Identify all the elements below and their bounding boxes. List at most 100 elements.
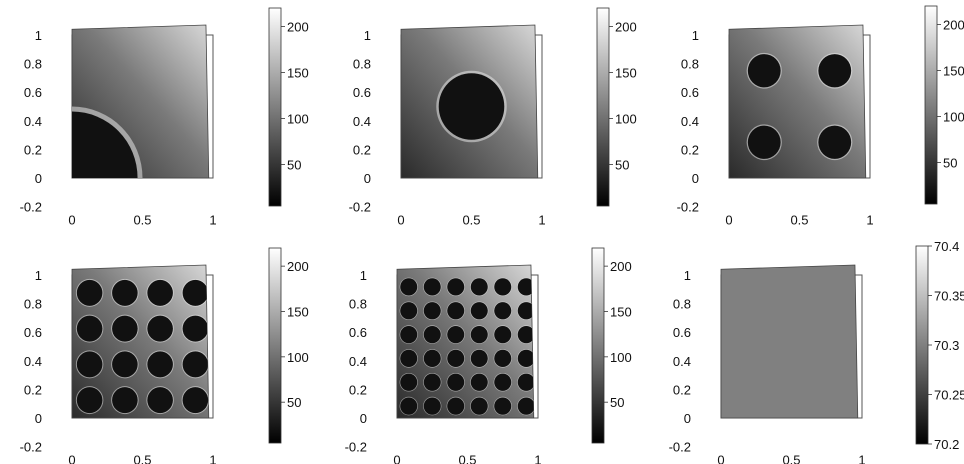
hole <box>517 373 534 391</box>
colorbar-tick-label: 150 <box>287 304 309 319</box>
x-tick-label: 0 <box>68 213 75 228</box>
x-tick-label: 0 <box>393 453 400 464</box>
x-tick-label: 1 <box>858 453 865 464</box>
y-tick-label: 0.8 <box>24 57 42 72</box>
hole <box>494 325 512 344</box>
hole <box>423 302 441 320</box>
hole <box>400 373 418 391</box>
hole <box>494 397 512 415</box>
colorbar-tick-label: 50 <box>610 395 624 410</box>
colorbar-tick-label: 100 <box>615 112 637 127</box>
hole <box>470 373 488 391</box>
hole <box>72 111 138 178</box>
hole <box>400 325 418 344</box>
colorbar-tick-label: 100 <box>610 350 632 365</box>
y-tick-label: 0.2 <box>24 142 42 157</box>
y-tick-label: 0.6 <box>24 325 42 340</box>
hole <box>517 325 534 344</box>
y-tick-label: -0.2 <box>345 440 367 455</box>
x-tick-label: 1 <box>209 453 216 464</box>
hole <box>470 397 488 415</box>
y-tick-label: 0 <box>364 171 371 186</box>
hole <box>517 278 534 296</box>
hole <box>423 278 441 296</box>
y-tick-label: -0.2 <box>349 200 371 215</box>
hole <box>423 349 441 368</box>
colorbar-tick-label: 50 <box>287 158 301 173</box>
deformed-domain <box>71 264 210 419</box>
y-tick-label: 0.4 <box>353 114 371 129</box>
hole <box>470 278 488 296</box>
colorbar <box>268 247 282 444</box>
colorbar-tick-label: 50 <box>287 395 301 410</box>
colorbar <box>268 7 282 207</box>
colorbar-tick-label: 200 <box>615 19 637 34</box>
y-tick-label: 0.6 <box>24 85 42 100</box>
y-tick-label: 1 <box>692 28 699 43</box>
y-tick-label: 0.4 <box>24 354 42 369</box>
hole <box>400 397 418 415</box>
x-tick-label: 0 <box>68 453 75 464</box>
hole <box>470 302 488 320</box>
hole <box>517 349 534 368</box>
hole <box>182 387 209 414</box>
hole <box>147 387 173 414</box>
hole <box>818 54 852 88</box>
hole <box>400 349 418 368</box>
hole <box>447 349 465 368</box>
y-tick-label: 1 <box>364 28 371 43</box>
colorbar-tick-label: 70.2 <box>934 437 959 452</box>
colorbar-tick-label: 200 <box>610 259 632 274</box>
colorbar <box>915 245 929 445</box>
x-tick-label: 0.5 <box>133 213 151 228</box>
x-tick-label: 0 <box>725 213 732 228</box>
y-tick-label: -0.2 <box>20 440 42 455</box>
hole <box>438 73 505 140</box>
y-tick-label: 0.8 <box>673 297 691 312</box>
hole <box>400 302 418 320</box>
hole <box>76 387 103 414</box>
colorbar-tick-label: 150 <box>943 63 964 78</box>
hole <box>182 279 209 306</box>
hole <box>76 279 103 306</box>
colorbar-tick-label: 100 <box>943 110 964 125</box>
hole <box>470 349 488 368</box>
hole <box>447 397 465 415</box>
x-tick-label: 0 <box>717 453 724 464</box>
hole <box>112 279 138 306</box>
colorbar-tick-label: 200 <box>287 259 309 274</box>
hole <box>494 278 512 296</box>
colorbar-tick-label: 70.3 <box>934 338 959 353</box>
colorbar-tick-label: 70.4 <box>934 239 959 254</box>
hole <box>76 351 103 378</box>
colorbar-tick-label: 150 <box>287 65 309 80</box>
hole <box>400 278 418 296</box>
hole <box>470 325 488 344</box>
hole <box>747 125 781 159</box>
hole <box>182 351 209 378</box>
y-tick-label: 0 <box>360 411 367 426</box>
hole <box>447 278 465 296</box>
y-tick-label: 0.4 <box>349 354 367 369</box>
hole <box>494 373 512 391</box>
hole <box>517 302 534 320</box>
y-tick-label: 0 <box>35 411 42 426</box>
y-tick-label: 0.2 <box>24 382 42 397</box>
colorbar-tick-label: 50 <box>615 158 629 173</box>
y-tick-label: 0.2 <box>681 142 699 157</box>
hole <box>818 125 852 159</box>
hole <box>147 279 173 306</box>
colorbar-tick-label: 100 <box>287 350 309 365</box>
x-tick-label: 0 <box>397 213 404 228</box>
y-tick-label: 0 <box>692 171 699 186</box>
x-tick-label: 0.5 <box>782 453 800 464</box>
y-tick-label: 0.8 <box>24 297 42 312</box>
hole <box>747 54 781 88</box>
y-tick-label: -0.2 <box>20 200 42 215</box>
y-tick-label: 0.6 <box>673 325 691 340</box>
hole <box>112 315 138 342</box>
y-tick-label: 0.6 <box>353 85 371 100</box>
